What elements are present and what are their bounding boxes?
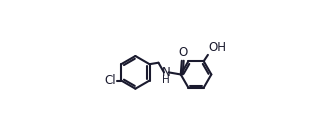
Text: N: N <box>162 66 171 79</box>
Text: Cl: Cl <box>105 74 116 87</box>
Text: H: H <box>163 75 170 85</box>
Text: OH: OH <box>209 41 226 54</box>
Text: O: O <box>178 46 188 59</box>
